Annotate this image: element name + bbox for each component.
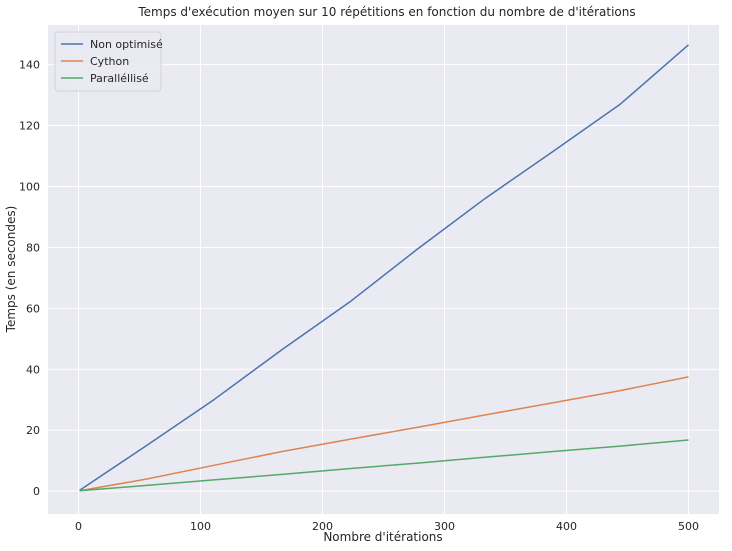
x-axis-label: Nombre d'itérations [323,530,442,544]
y-tick-label: 0 [33,485,40,498]
series-line-0 [79,44,689,491]
x-tick-label: 100 [190,520,211,533]
y-tick-label: 140 [19,59,40,72]
chart-title: Temps d'exécution moyen sur 10 répétitio… [137,5,635,19]
grid [48,25,719,514]
y-tick-label: 100 [19,180,40,193]
series-line-1 [79,376,689,492]
y-tick-label: 40 [26,363,40,376]
series-line-2 [79,439,689,492]
series-lines [79,44,689,492]
y-axis-label: Temps (en secondes) [4,206,18,334]
tick-labels: 0 100 200 300 400 500 0 20 40 60 80 100 120 140 [19,59,699,533]
y-tick-label: 60 [26,302,40,315]
legend-label: Cython [90,55,129,68]
y-tick-label: 20 [26,424,40,437]
x-tick-label: 500 [678,520,699,533]
x-tick-label: 400 [556,520,577,533]
x-tick-label: 200 [312,520,333,533]
x-tick-label: 300 [434,520,455,533]
y-tick-label: 80 [26,241,40,254]
legend-label: Paralléllisé [90,72,149,85]
legend-box [54,31,162,92]
x-tick-label: 0 [75,520,82,533]
plot-background [48,25,719,514]
legend-label: Non optimisé [90,38,163,51]
legend: Non optimisé Cython Paralléllisé [54,31,163,92]
y-tick-label: 120 [19,120,40,133]
